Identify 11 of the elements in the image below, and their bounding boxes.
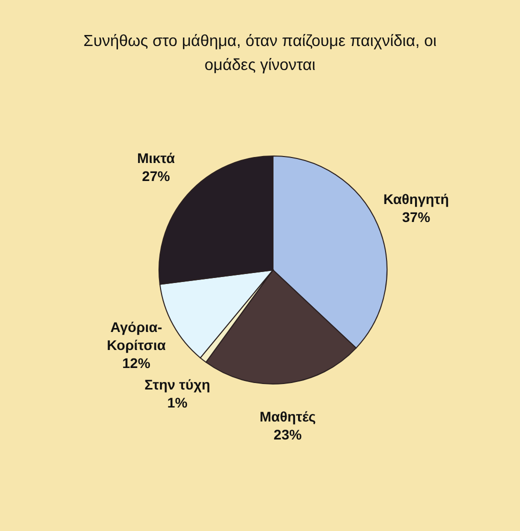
slice-label: Μαθητές	[260, 408, 316, 424]
data-label: 12%	[122, 355, 151, 372]
data-label: 23%	[274, 426, 302, 442]
data-label: 1%	[167, 394, 188, 410]
slice-label: Μικτά	[137, 150, 176, 166]
chart-title: Συνήθως στο μάθημα, όταν παίζουμε παιχνίδια, οι ομάδες γίνονται	[82, 32, 438, 76]
slice-label: Στην τύχη	[144, 376, 210, 392]
slice-label: Καθηγητή	[383, 191, 449, 208]
data-label: 37%	[402, 209, 431, 226]
data-label: 27%	[142, 168, 171, 184]
slice-label: Αγόρια-Κορίτσια	[106, 319, 166, 354]
